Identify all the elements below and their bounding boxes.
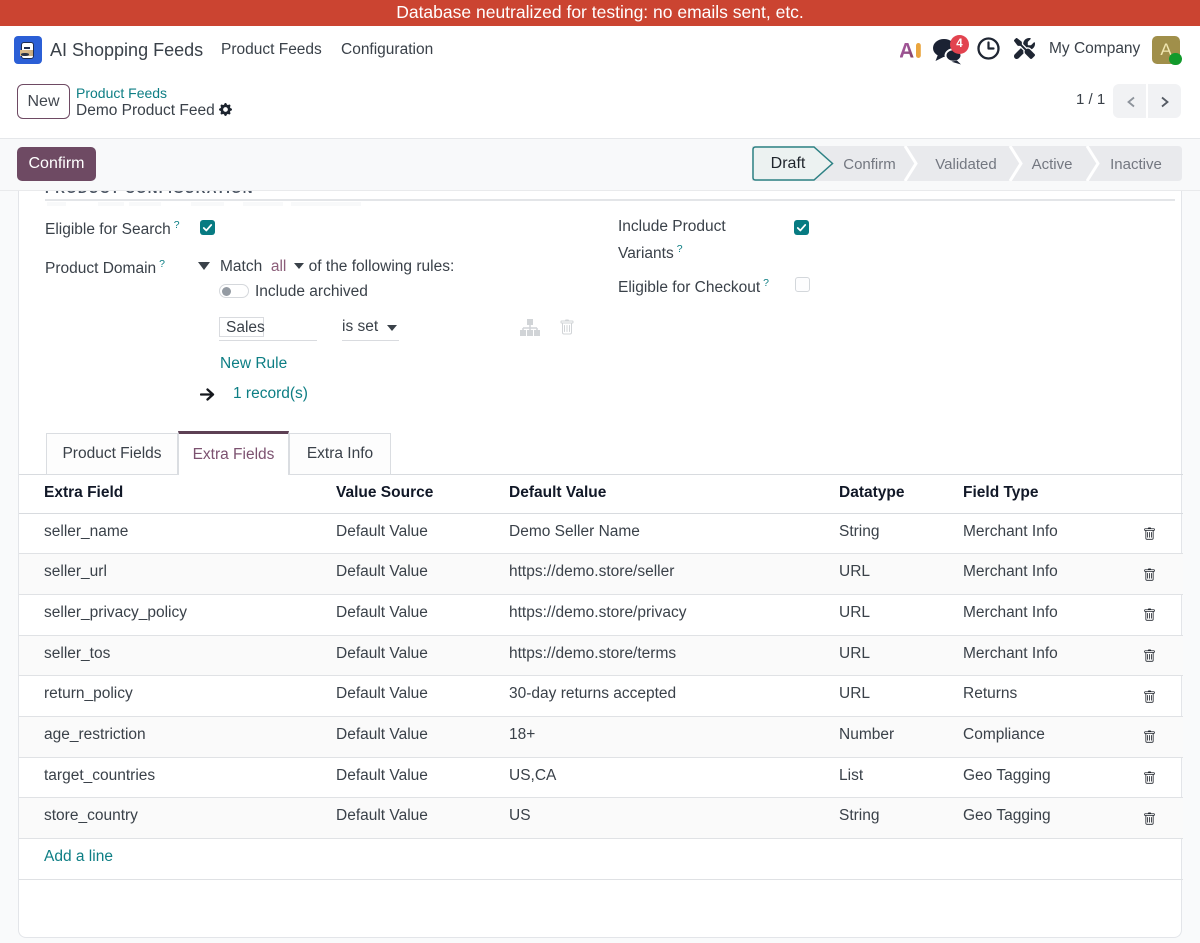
- svg-text:A: A: [900, 40, 914, 60]
